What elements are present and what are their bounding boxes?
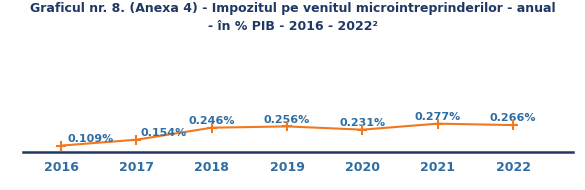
Text: 0.256%: 0.256%: [264, 115, 310, 125]
Text: 0.109%: 0.109%: [67, 134, 113, 144]
Text: 0.277%: 0.277%: [415, 112, 461, 122]
Text: 0.154%: 0.154%: [141, 128, 187, 138]
Text: 0.266%: 0.266%: [490, 113, 536, 123]
Text: 0.231%: 0.231%: [339, 118, 386, 128]
Text: Graficul nr. 8. (Anexa 4) - Impozitul pe venitul microintreprinderilor - anual
-: Graficul nr. 8. (Anexa 4) - Impozitul pe…: [30, 2, 555, 33]
Text: 0.246%: 0.246%: [188, 116, 235, 126]
